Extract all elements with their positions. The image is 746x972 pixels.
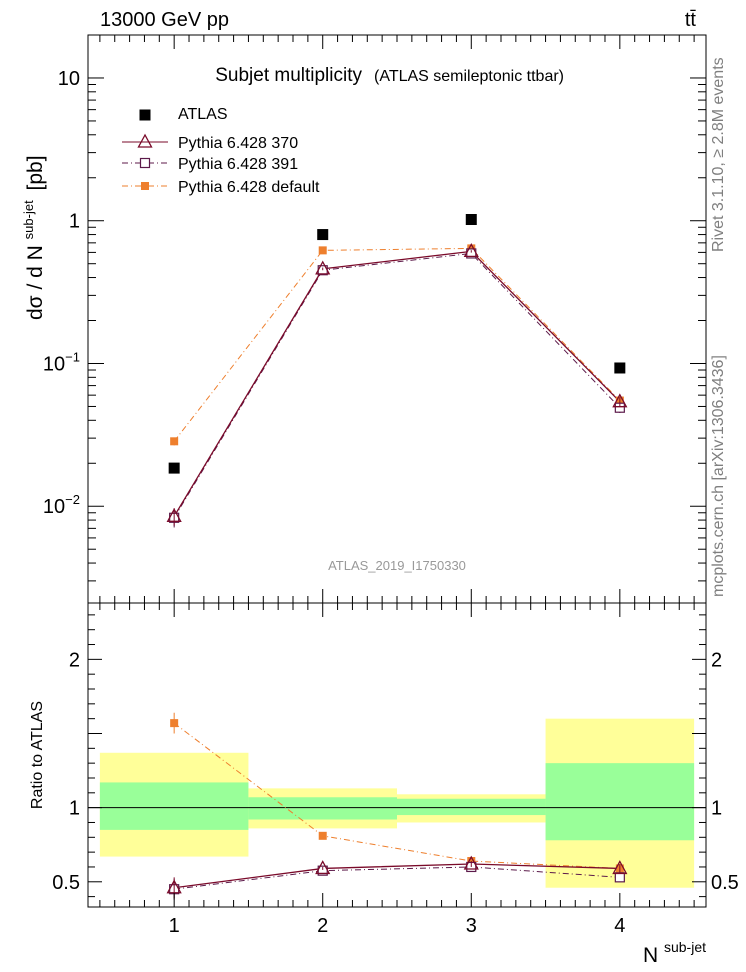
ratio-point-pythia-6-428-391 (614, 872, 625, 883)
header-right: tt̄ (685, 9, 697, 31)
chart-subtitle: (ATLAS semileptonic ttbar) (374, 68, 564, 85)
data-point-pythia-6-428-default (170, 437, 179, 446)
chart-title: Subjet multiplicity (215, 65, 362, 86)
main-panel: Subjet multiplicity (ATLAS semileptonic … (15, 34, 707, 604)
ratio-band-stat (99, 782, 249, 830)
ratio-panel: Ratio to ATLAS 0.5 0.5 1 1 2 2 1 2 3 4 N sub-jet (29, 602, 739, 967)
legend-marker-atlas (139, 109, 151, 121)
ratio-line-pythia-6-428-370 (174, 863, 620, 889)
ratio-axis-ticks (88, 603, 706, 907)
header-left: 13000 GeV pp (100, 9, 229, 31)
series-line-pythia-6-428-391 (173, 252, 621, 519)
main-marks (166, 214, 628, 528)
y-tick-label: 10−2 (43, 492, 80, 518)
y-axis-label: dσ / d N sub-jet [pb] (15, 155, 47, 320)
ratio-y-tick-label-right: 1 (711, 798, 722, 820)
y-tick-label-base: 10 (58, 68, 80, 90)
ratio-point-pythia-6-428-370 (166, 879, 182, 894)
ratio-y-tick-label-left: 0.5 (52, 872, 80, 894)
ratio-band-stat (397, 798, 546, 816)
x-tick-label: 2 (317, 915, 328, 937)
data-point-atlas (614, 362, 626, 374)
ratio-point-pythia-6-428-370 (315, 860, 331, 875)
y-tick-label-exp: −2 (65, 492, 80, 507)
ratio-y-tick-label-left: 1 (69, 798, 80, 820)
side-label-mcplots: mcplots.cern.ch [arXiv:1306.3436] (710, 355, 727, 597)
ratio-y-tick-label-left: 2 (69, 649, 80, 671)
x-tick-label: 1 (169, 915, 180, 937)
ratio-y-tick-labels: 0.5 0.5 1 1 2 2 (52, 649, 739, 893)
x-tick-label: 4 (614, 915, 625, 937)
y-tick-label-exp: −1 (65, 349, 80, 364)
ratio-point-pythia-6-428-default (170, 719, 179, 728)
ratio-band-stat (248, 797, 397, 820)
ratio-point-pythia-6-428-370 (463, 855, 479, 870)
legend-marker (137, 133, 153, 148)
svg-text:dσ / d N sub-jet: dσ / d N sub-jet [pb] (15, 155, 47, 320)
ratio-line-pythia-6-428-391 (174, 866, 620, 890)
x-tick-label: 3 (466, 915, 477, 937)
legend-marker (139, 157, 151, 169)
x-axis-label-main: N (643, 944, 658, 967)
y-tick-label: 1 (69, 211, 80, 233)
series-line-pythia-6-428-370 (173, 250, 621, 517)
ratio-point-pythia-6-428-370 (612, 860, 628, 875)
data-point-pythia-6-428-370 (463, 243, 479, 258)
ratio-frame (87, 602, 707, 908)
legend-label: Pythia 6.428 default (178, 179, 320, 196)
ratio-y-tick-label-right: 2 (711, 649, 722, 671)
data-point-pythia-6-428-370 (612, 393, 628, 408)
data-point-atlas (317, 229, 329, 241)
y-axis-label-sup: sub-jet (21, 200, 36, 239)
legend-marker (141, 182, 149, 190)
legend: ATLAS Pythia 6.428 370 Pythia 6.428 391 Pyt… (122, 106, 320, 196)
y-tick-label-base: 10 (43, 353, 65, 375)
watermark: ATLAS_2019_I1750330 (328, 558, 466, 573)
y-tick-label: 10−1 (43, 349, 80, 375)
data-point-atlas (168, 462, 180, 474)
side-label-rivet: Rivet 3.1.10, ≥ 2.8M events (710, 57, 727, 252)
data-point-atlas (465, 214, 477, 226)
ratio-y-tick-label-right: 0.5 (711, 872, 739, 894)
ratio-bands (99, 718, 695, 888)
y-tick-label: 10 (58, 68, 80, 90)
data-point-pythia-6-428-default (318, 246, 327, 255)
y-tick-label-base: 10 (43, 496, 65, 518)
x-axis-label-sup: sub-jet (664, 939, 706, 955)
series-line-pythia-6-428-default (173, 247, 621, 442)
ratio-marks (166, 712, 628, 900)
ratio-line-pythia-6-428-default (173, 722, 620, 869)
main-axis-ticks (88, 34, 706, 603)
data-point-pythia-6-428-370 (166, 507, 182, 522)
y-axis-label-unit: [pb] (24, 155, 47, 190)
x-axis-label: N sub-jet (643, 939, 706, 967)
y-axis-label-main: dσ / d N (24, 245, 47, 320)
legend-label: Pythia 6.428 370 (178, 135, 298, 152)
ratio-band-stat (545, 763, 695, 841)
legend-label: Pythia 6.428 391 (178, 156, 298, 173)
ratio-point-pythia-6-428-default (318, 831, 327, 840)
x-tick-labels: 1 2 3 4 (169, 915, 626, 937)
ratio-y-label: Ratio to ATLAS (29, 701, 46, 809)
data-point-pythia-6-428-370 (315, 260, 331, 275)
y-tick-label-base: 1 (69, 211, 80, 233)
legend-label: ATLAS (178, 106, 228, 123)
